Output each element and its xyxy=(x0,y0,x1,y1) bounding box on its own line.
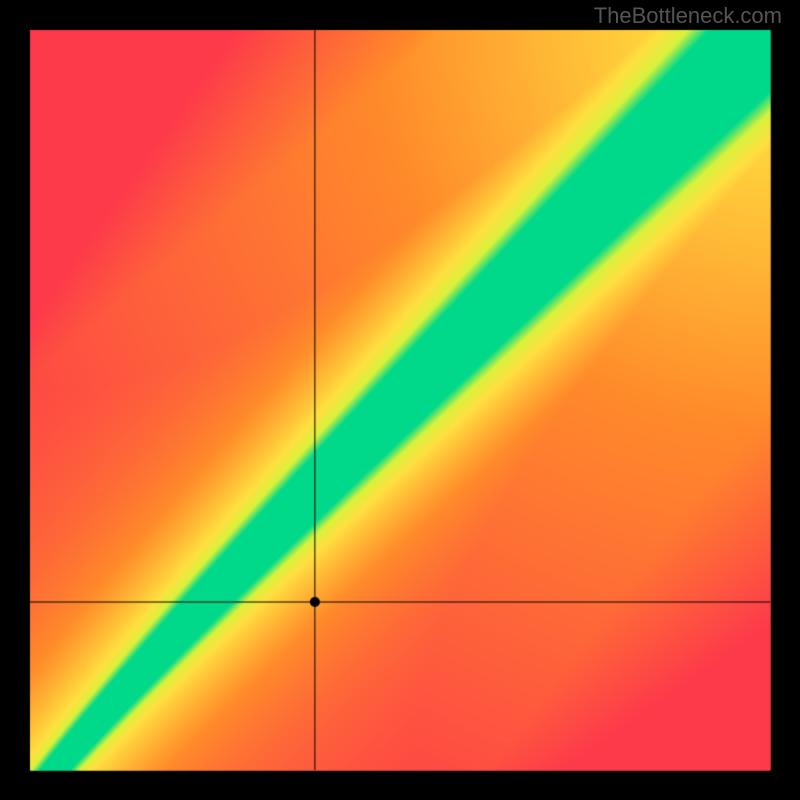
bottleneck-heatmap xyxy=(0,0,800,800)
chart-container: { "watermark": "TheBottleneck.com", "cha… xyxy=(0,0,800,800)
watermark-text: TheBottleneck.com xyxy=(594,3,782,29)
